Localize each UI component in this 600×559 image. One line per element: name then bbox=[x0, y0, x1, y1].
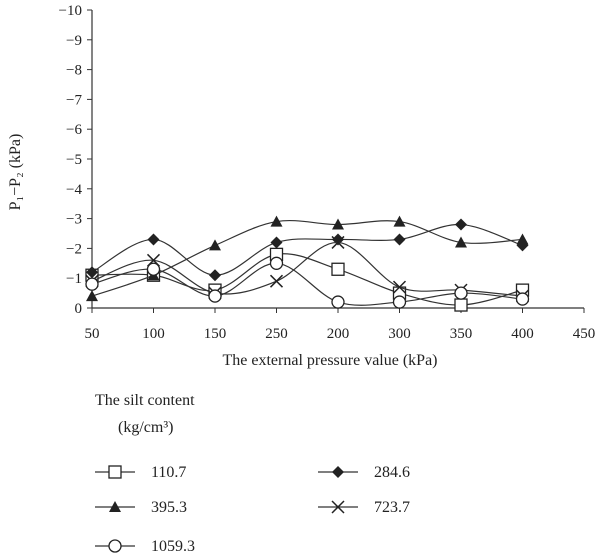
data-point bbox=[146, 262, 161, 276]
legend-marker bbox=[332, 466, 344, 478]
legend-item: 723.7 bbox=[318, 499, 410, 516]
y-tick-label: 0 bbox=[75, 301, 83, 317]
data-point bbox=[331, 262, 345, 276]
y-axis-label: P₁−P₂ (kPa) bbox=[7, 134, 24, 211]
data-point bbox=[85, 277, 99, 291]
legend-item: 395.3 bbox=[95, 499, 187, 516]
x-tick-label: 100 bbox=[142, 326, 165, 342]
data-point bbox=[454, 298, 468, 312]
data-point bbox=[393, 215, 406, 227]
data-point bbox=[86, 266, 98, 279]
data-point bbox=[270, 236, 283, 249]
x-tick-label: 250 bbox=[265, 326, 288, 342]
y-tick-label: −6 bbox=[66, 122, 82, 138]
x-tick-label: 200 bbox=[327, 326, 350, 342]
data-point bbox=[332, 218, 344, 230]
data-point bbox=[392, 295, 407, 309]
legend-marker bbox=[109, 501, 121, 512]
y-tick-label: −7 bbox=[66, 92, 82, 108]
legend-item: 1059.3 bbox=[95, 538, 195, 555]
x-axis-label: The external pressure value (kPa) bbox=[222, 352, 437, 369]
series-line bbox=[91, 241, 523, 297]
y-tick-label: −1 bbox=[66, 271, 82, 287]
data-point bbox=[455, 236, 467, 248]
data-point bbox=[209, 269, 221, 282]
legend-item: 284.6 bbox=[318, 464, 410, 481]
data-point bbox=[455, 218, 467, 231]
legend-title-line2: (kg/cm³) bbox=[118, 419, 173, 436]
data-point bbox=[270, 215, 283, 227]
data-point bbox=[269, 256, 284, 270]
data-point bbox=[516, 233, 529, 245]
y-tick-label: −8 bbox=[66, 63, 82, 79]
data-point bbox=[331, 295, 345, 309]
x-tick-label: 50 bbox=[85, 326, 100, 342]
data-point bbox=[86, 290, 98, 302]
y-tick-label: −3 bbox=[66, 212, 82, 228]
data-point bbox=[208, 289, 222, 303]
x-tick-label: 300 bbox=[388, 326, 411, 342]
legend-label: 723.7 bbox=[374, 499, 410, 516]
x-tick-label: 150 bbox=[204, 326, 227, 342]
data-point bbox=[392, 280, 407, 294]
axes: 0 −1 −2 −3 −4 −5 −6 −7 −8 −9 −10 50 100 150 250 200 300 3… bbox=[59, 3, 596, 342]
x-tick-label: 400 bbox=[511, 326, 534, 342]
legend-label: 1059.3 bbox=[151, 538, 195, 555]
y-tick-label: −2 bbox=[66, 241, 82, 257]
legend-title-line1: The silt content bbox=[95, 392, 195, 409]
data-point bbox=[393, 233, 406, 246]
x-tick-label: 450 bbox=[573, 326, 596, 342]
legend: 110.7 284.6 395.3 723.7 1059.3 bbox=[95, 464, 410, 555]
series-layer bbox=[85, 215, 530, 312]
legend-item: 110.7 bbox=[95, 464, 186, 481]
legend-label: 284.6 bbox=[374, 464, 410, 481]
data-point bbox=[269, 274, 284, 288]
y-tick-label: −10 bbox=[59, 3, 82, 19]
legend-label: 395.3 bbox=[151, 499, 187, 516]
y-tick-label: −4 bbox=[66, 182, 82, 198]
data-point bbox=[515, 292, 530, 306]
y-tick-label: −5 bbox=[66, 152, 82, 168]
data-point bbox=[454, 286, 468, 300]
legend-marker bbox=[331, 500, 345, 514]
data-point bbox=[209, 239, 221, 251]
data-point bbox=[331, 235, 345, 249]
legend-marker bbox=[108, 465, 122, 479]
y-tick-label: −9 bbox=[66, 33, 82, 49]
legend-label: 110.7 bbox=[151, 464, 186, 481]
data-point bbox=[147, 233, 160, 246]
legend-marker bbox=[108, 539, 122, 553]
x-tick-label: 350 bbox=[450, 326, 473, 342]
